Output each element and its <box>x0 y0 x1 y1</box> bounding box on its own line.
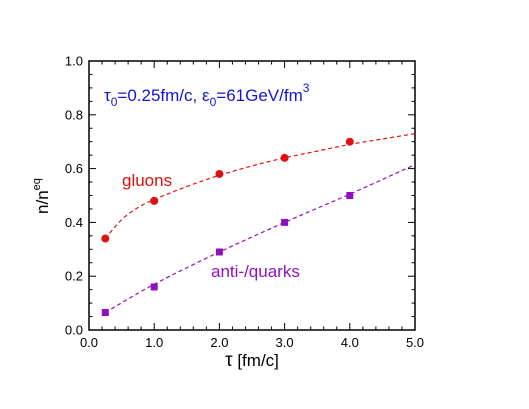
data-markers <box>101 137 354 317</box>
epsilon-subscript: 0 <box>210 95 217 109</box>
y-tick-label: 1.0 <box>65 54 83 69</box>
y-tick-label: 0.4 <box>65 215 83 230</box>
x-tick-label: 5.0 <box>406 335 424 350</box>
data-point-gluons <box>280 153 289 162</box>
y-tick-label: 0.6 <box>65 161 83 176</box>
data-point-anti-quarks <box>215 248 223 256</box>
tau-subscript: 0 <box>111 95 118 109</box>
data-point-gluons <box>150 196 159 205</box>
data-point-gluons <box>215 169 224 178</box>
data-point-anti-quarks <box>101 309 109 317</box>
data-point-gluons <box>101 234 110 243</box>
tau-value: =0.25fm/c, <box>117 86 202 105</box>
y-axis-title: n/neq <box>31 178 52 214</box>
y-tick-label: 0.2 <box>65 269 83 284</box>
y-axis-base: n/n <box>33 190 52 214</box>
y-axis-superscript: eq <box>31 178 43 190</box>
x-axis-unit: [fm/c] <box>233 351 279 370</box>
series-label-gluons: gluons <box>122 171 172 190</box>
tau-symbol: τ <box>104 86 111 105</box>
y-tick-label: 0.0 <box>65 323 83 338</box>
data-point-anti-quarks <box>346 192 354 199</box>
x-tick-label: 0.0 <box>80 335 98 350</box>
series-label-anti-quarks: anti-/quarks <box>211 262 300 281</box>
data-point-anti-quarks <box>150 283 158 291</box>
x-tick-label: 2.0 <box>210 335 228 350</box>
y-tick-label: 0.8 <box>65 107 83 122</box>
epsilon-superscript: 3 <box>303 81 310 95</box>
data-point-anti-quarks <box>281 218 289 226</box>
epsilon-value: =61GeV/fm <box>216 86 302 105</box>
parameters-annotation: τ0=0.25fm/c, ε0=61GeV/fm3 <box>104 81 310 109</box>
axis-ticks: 0.0 1.0 2.0 3.0 4.0 5.0 0.0 0.2 0.4 0.6 0.8 1.0 <box>65 54 424 351</box>
x-axis-title: τ [fm/c] <box>225 350 279 371</box>
x-tick-label: 4.0 <box>341 335 359 350</box>
x-axis-symbol: τ <box>225 350 233 371</box>
x-tick-label: 1.0 <box>145 335 163 350</box>
epsilon-symbol: ε <box>202 86 210 105</box>
data-point-gluons <box>345 137 354 146</box>
x-tick-label: 3.0 <box>276 335 294 350</box>
